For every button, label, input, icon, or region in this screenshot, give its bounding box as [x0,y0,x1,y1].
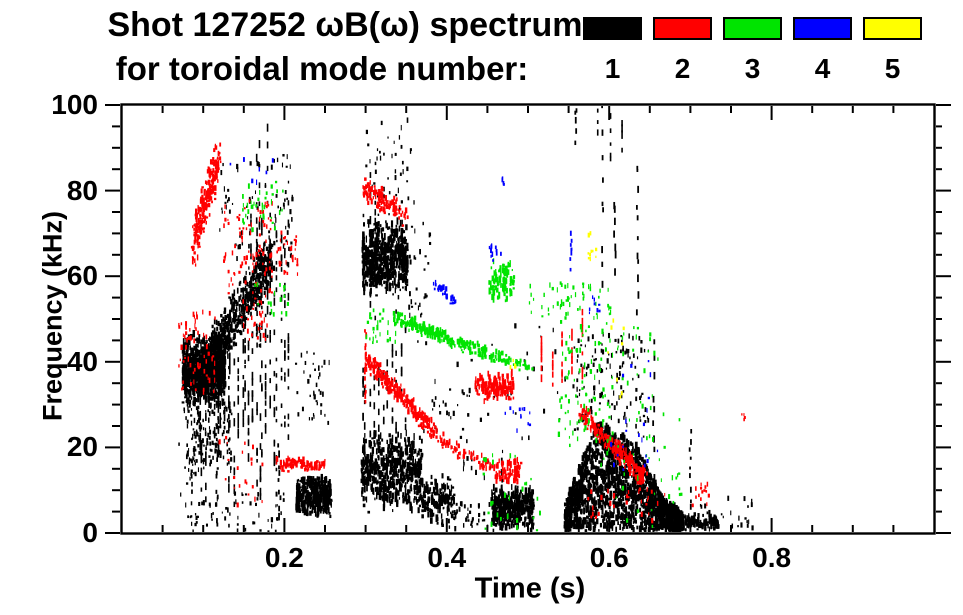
legend-swatches [583,17,922,40]
y-tick-label: 60 [66,260,98,292]
x-axis-title: Time (s) [474,572,586,605]
chart-title-line2: for toroidal mode number: [115,50,529,87]
legend-swatch-mode-2 [653,17,712,40]
x-tick-label: 0.4 [427,542,467,573]
y-tick-label: 0 [82,517,98,548]
legend-swatch-mode-1 [583,17,642,40]
y-tick-label: 40 [66,345,98,377]
x-tick-label: 0.6 [589,542,629,573]
legend-mode-numbers: 1 2 3 4 5 [583,55,922,83]
x-tick-label: 0.2 [264,542,304,573]
legend-label-mode-1: 1 [604,53,621,84]
legend-swatch-mode-4 [793,17,852,40]
legend-label-mode-3: 3 [744,53,761,84]
legend-label-mode-5: 5 [884,53,901,84]
x-tick-label: 0.8 [752,542,792,573]
y-tick-label: 20 [66,431,98,463]
legend-label-mode-4: 4 [814,53,831,84]
y-tick-label: 100 [51,89,98,120]
legend-label-mode-2: 2 [674,53,691,84]
legend-swatch-mode-3 [723,17,782,40]
chart-title-line1: Shot 127252 ωB(ω) spectrum [107,6,583,44]
legend-swatch-mode-5 [863,17,922,40]
y-tick-label: 80 [66,174,98,206]
y-axis-title: Frequency (kHz) [37,210,68,422]
